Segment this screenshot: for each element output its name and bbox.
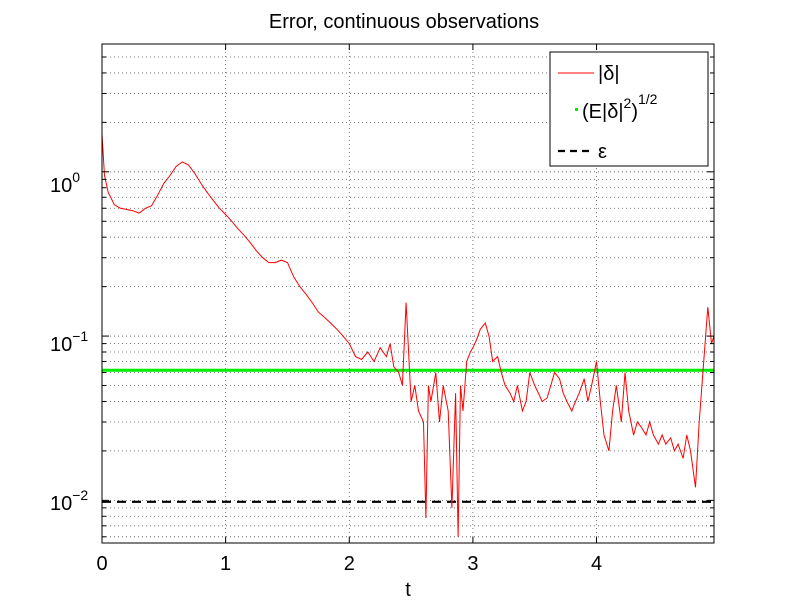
y-tick-labels: 100 10−1 10−2 bbox=[50, 169, 88, 515]
axes-frame bbox=[101, 43, 715, 544]
x-tick-label: 4 bbox=[591, 553, 602, 575]
x-axis-label: t bbox=[405, 579, 411, 601]
legend-swatch-rms bbox=[575, 108, 578, 111]
legend-label-rms: (E|δ|2)1/2 bbox=[582, 91, 658, 123]
x-tick-label: 2 bbox=[344, 553, 355, 575]
legend: |δ| (E|δ|2)1/2 ε bbox=[549, 51, 709, 167]
x-tick-label: 1 bbox=[220, 553, 231, 575]
x-tick-label: 3 bbox=[467, 553, 478, 575]
y-tick-label: 10−1 bbox=[50, 328, 88, 356]
y-tick-label: 10−2 bbox=[50, 487, 88, 515]
y-tick-label: 100 bbox=[50, 169, 80, 197]
chart-title: Error, continuous observations bbox=[269, 11, 539, 33]
ticks bbox=[101, 43, 714, 543]
plot-series bbox=[102, 133, 714, 537]
x-tick-labels: 0 1 2 3 4 bbox=[96, 553, 602, 575]
x-tick-label: 0 bbox=[96, 553, 107, 575]
legend-label-epsilon: ε bbox=[598, 141, 607, 163]
legend-label-delta: |δ| bbox=[598, 63, 620, 85]
series-delta-line bbox=[102, 133, 714, 537]
